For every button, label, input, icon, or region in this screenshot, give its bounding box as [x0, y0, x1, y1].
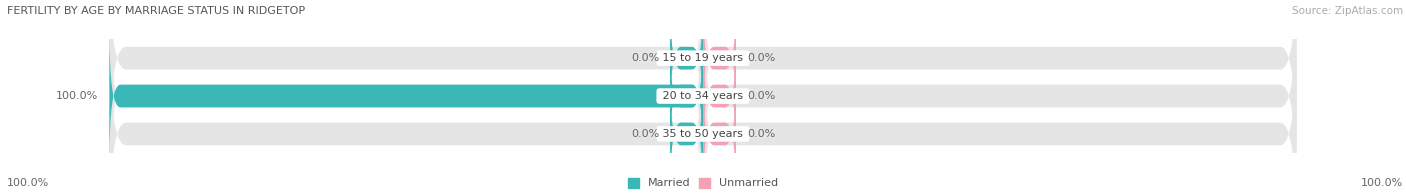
Text: 100.0%: 100.0%: [1361, 178, 1403, 188]
Legend: Married, Unmarried: Married, Unmarried: [627, 178, 779, 189]
FancyBboxPatch shape: [110, 0, 703, 196]
FancyBboxPatch shape: [703, 70, 735, 196]
Text: 0.0%: 0.0%: [747, 129, 775, 139]
FancyBboxPatch shape: [110, 32, 703, 161]
FancyBboxPatch shape: [703, 32, 735, 161]
Text: 100.0%: 100.0%: [56, 91, 98, 101]
FancyBboxPatch shape: [110, 0, 703, 161]
FancyBboxPatch shape: [703, 0, 1296, 161]
FancyBboxPatch shape: [671, 70, 703, 196]
Text: 20 to 34 years: 20 to 34 years: [659, 91, 747, 101]
Text: 35 to 50 years: 35 to 50 years: [659, 129, 747, 139]
Text: 100.0%: 100.0%: [7, 178, 49, 188]
FancyBboxPatch shape: [671, 32, 703, 161]
FancyBboxPatch shape: [703, 32, 1296, 196]
Text: 0.0%: 0.0%: [747, 53, 775, 63]
Text: Source: ZipAtlas.com: Source: ZipAtlas.com: [1292, 6, 1403, 16]
Text: 15 to 19 years: 15 to 19 years: [659, 53, 747, 63]
FancyBboxPatch shape: [703, 0, 1296, 196]
Text: 0.0%: 0.0%: [747, 91, 775, 101]
FancyBboxPatch shape: [703, 0, 735, 122]
Text: 0.0%: 0.0%: [631, 53, 659, 63]
Text: 0.0%: 0.0%: [631, 129, 659, 139]
FancyBboxPatch shape: [671, 0, 703, 122]
FancyBboxPatch shape: [110, 32, 703, 196]
Text: FERTILITY BY AGE BY MARRIAGE STATUS IN RIDGETOP: FERTILITY BY AGE BY MARRIAGE STATUS IN R…: [7, 6, 305, 16]
